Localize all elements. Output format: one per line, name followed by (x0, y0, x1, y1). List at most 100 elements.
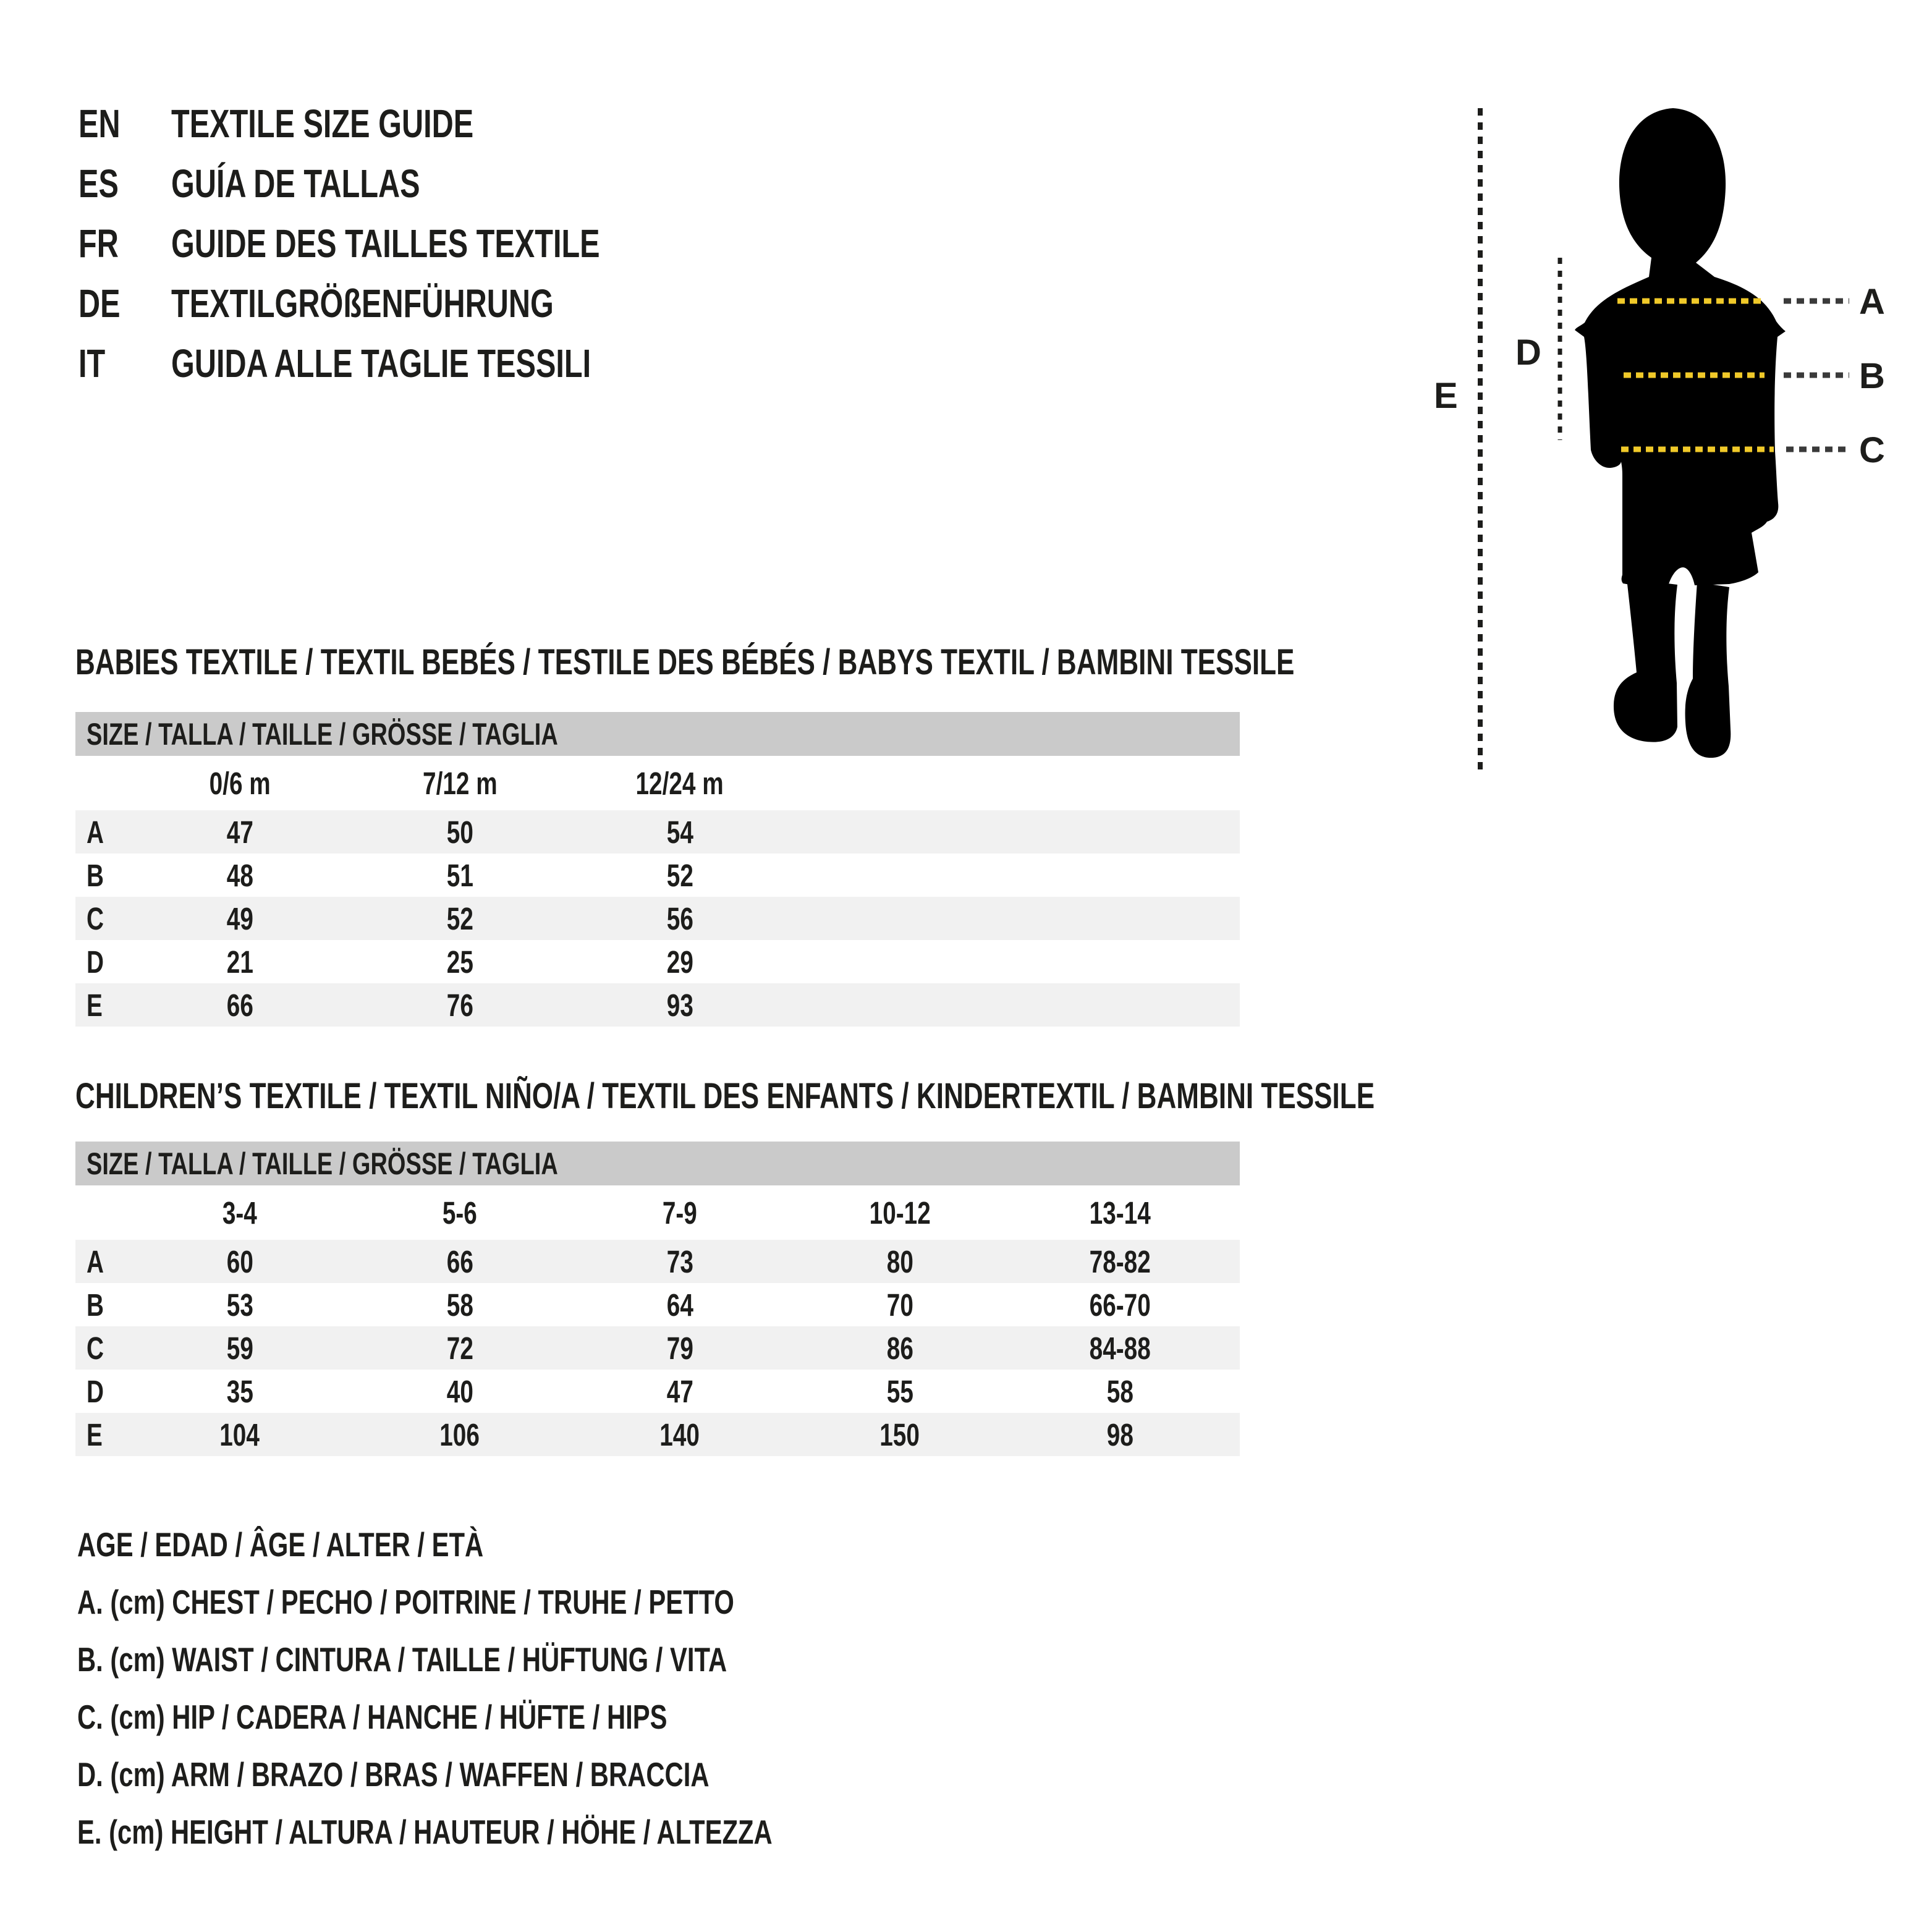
label-c: C (1859, 430, 1885, 470)
legend-line-1: A. (cm) CHEST / PECHO / POITRINE / TRUHE… (77, 1583, 734, 1621)
column-header: 13-14 (1089, 1195, 1151, 1231)
table-cell: 54 (666, 814, 693, 850)
legend-line-2: B. (cm) WAIST / CINTURA / TAILLE / HÜFTU… (77, 1640, 727, 1679)
right-leg-silhouette (1685, 582, 1731, 758)
children-size-table: SIZE / TALLA / TAILLE / GRÖSSE / TAGLIA 3… (75, 1142, 1240, 1456)
table-cell: 25 (446, 944, 473, 980)
table-row-c: C 49 52 56 (75, 897, 1240, 940)
table-cell: 60 (226, 1244, 253, 1279)
language-code: IT (78, 341, 106, 386)
row-label: E (87, 1417, 103, 1452)
table-cell: 84-88 (1089, 1330, 1151, 1366)
column-header: 0/6 m (209, 765, 271, 801)
table-cell: 29 (666, 944, 693, 980)
label-e: E (1434, 376, 1458, 416)
table-cell: 53 (226, 1287, 253, 1323)
column-header: 3-4 (222, 1195, 258, 1231)
table-cell: 58 (1106, 1373, 1133, 1409)
table-cell: 21 (226, 944, 253, 980)
table-cell: 76 (446, 987, 473, 1023)
table-cell: 52 (446, 900, 473, 936)
table-row-c: C 59 72 79 86 84-88 (75, 1326, 1240, 1370)
table-row-e: E 104 106 140 150 98 (75, 1413, 1240, 1456)
language-title: TEXTILE SIZE GUIDE (171, 101, 474, 146)
table-cell: 51 (446, 857, 473, 893)
row-label: E (87, 987, 103, 1023)
table-cell: 49 (226, 900, 253, 936)
table-cell: 55 (886, 1373, 913, 1409)
language-code: ES (78, 161, 119, 206)
language-title: GUIDE DES TAILLES TEXTILE (171, 221, 600, 266)
table-cell: 80 (886, 1244, 913, 1279)
table-row-d: D 35 40 47 55 58 (75, 1370, 1240, 1413)
table-cell: 70 (886, 1287, 913, 1323)
table-cell: 48 (226, 857, 253, 893)
child-silhouette-figure: A B C D E (1413, 80, 1932, 797)
silhouette-diagram: A B C D E (1434, 108, 1885, 769)
language-code: DE (78, 281, 121, 326)
table-column-headers: 0/6 m 7/12 m 12/24 m (75, 756, 1240, 810)
legend-line-3: C. (cm) HIP / CADERA / HANCHE / HÜFTE / … (77, 1698, 667, 1736)
table-row-b: B 53 58 64 70 66-70 (75, 1283, 1240, 1326)
table-cell: 47 (666, 1373, 693, 1409)
table-cell: 86 (886, 1330, 913, 1366)
table-cell: 59 (226, 1330, 253, 1366)
table-cell: 50 (446, 814, 473, 850)
row-label: C (87, 1330, 104, 1366)
row-label: B (87, 1287, 104, 1323)
table-cell: 72 (446, 1330, 473, 1366)
row-label: A (87, 814, 104, 850)
table-cell: 79 (666, 1330, 693, 1366)
table-cell: 64 (666, 1287, 693, 1323)
table-size-header: SIZE / TALLA / TAILLE / GRÖSSE / TAGLIA (75, 1142, 1240, 1185)
left-leg-silhouette (1613, 578, 1677, 742)
table-body: A 60 66 73 80 78-82 B 53 58 64 70 66-70 C 59 72 79 86 84-… (75, 1240, 1240, 1456)
table-row-d: D 21 25 29 (75, 940, 1240, 983)
row-label: C (87, 900, 104, 936)
babies-section-heading: BABIES TEXTILE / TEXTIL BEBÉS / TESTILE … (75, 642, 1679, 683)
language-title: TEXTILGRÖßENFÜHRUNG (171, 281, 554, 326)
legend-line-5: E. (cm) HEIGHT / ALTURA / HAUTEUR / HÖHE… (77, 1813, 773, 1851)
label-a: A (1859, 282, 1885, 322)
table-cell: 66 (226, 987, 253, 1023)
column-header: 7/12 m (422, 765, 498, 801)
table-cell: 140 (659, 1417, 700, 1452)
table-cell: 56 (666, 900, 693, 936)
legend-line-4: D. (cm) ARM / BRAZO / BRAS / WAFFEN / BR… (77, 1755, 710, 1794)
table-cell: 98 (1106, 1417, 1133, 1452)
language-code: EN (78, 101, 121, 146)
table-cell: 66-70 (1089, 1287, 1151, 1323)
row-label: D (87, 1373, 104, 1409)
column-header: 5-6 (442, 1195, 478, 1231)
table-row-b: B 48 51 52 (75, 854, 1240, 897)
language-code: FR (78, 221, 119, 266)
table-cell: 66 (446, 1244, 473, 1279)
babies-heading-text: BABIES TEXTILE / TEXTIL BEBÉS / TESTILE … (75, 642, 1295, 682)
column-header: 10-12 (869, 1195, 931, 1231)
table-cell: 40 (446, 1373, 473, 1409)
table-cell: 106 (439, 1417, 480, 1452)
row-label: D (87, 944, 104, 980)
label-b: B (1859, 356, 1885, 396)
children-heading-text: CHILDREN’S TEXTILE / TEXTIL NIÑO/A / TEX… (75, 1076, 1375, 1116)
row-label: A (87, 1244, 104, 1279)
children-section-heading: CHILDREN’S TEXTILE / TEXTIL NIÑO/A / TEX… (75, 1075, 1785, 1117)
table-cell: 78-82 (1089, 1244, 1151, 1279)
table-row-e: E 66 76 93 (75, 983, 1240, 1027)
table-size-header: SIZE / TALLA / TAILLE / GRÖSSE / TAGLIA (75, 712, 1240, 756)
table-cell: 52 (666, 857, 693, 893)
table-cell: 47 (226, 814, 253, 850)
child-body-silhouette (1575, 108, 1786, 587)
column-header: 12/24 m (635, 765, 724, 801)
table-row-a: A 47 50 54 (75, 810, 1240, 854)
table-cell: 73 (666, 1244, 693, 1279)
table-cell: 93 (666, 987, 693, 1023)
babies-size-table: SIZE / TALLA / TAILLE / GRÖSSE / TAGLIA 0… (75, 712, 1240, 1027)
column-header: 7-9 (662, 1195, 698, 1231)
table-row-a: A 60 66 73 80 78-82 (75, 1240, 1240, 1283)
label-d: D (1515, 333, 1541, 373)
language-title: GUÍA DE TALLAS (171, 161, 420, 206)
row-label: B (87, 857, 104, 893)
table-cell: 150 (879, 1417, 920, 1452)
